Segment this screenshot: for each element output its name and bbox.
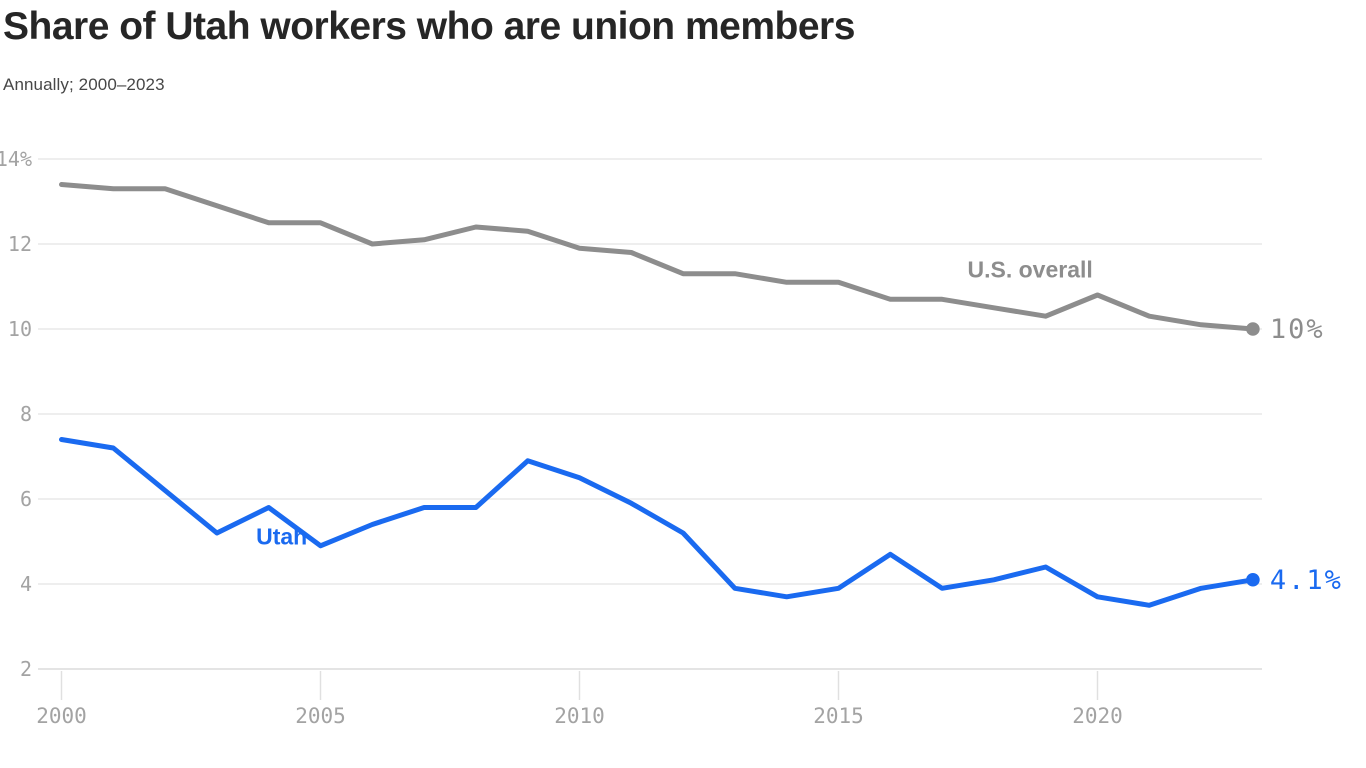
- u-s-overall-series-label: U.S. overall: [968, 257, 1093, 283]
- chart-header: Share of Utah workers who are union memb…: [3, 4, 1203, 95]
- y-tick-label-2: 2: [20, 657, 32, 681]
- x-tick-label-2010: 2010: [554, 704, 605, 728]
- y-tick-label-10: 10: [8, 317, 32, 341]
- u-s-overall-endpoint-dot: [1246, 322, 1260, 336]
- utah-line: [59, 437, 1256, 608]
- utah-endpoint-dot: [1246, 572, 1260, 587]
- utah-end-value-label: 4.1%: [1270, 565, 1343, 596]
- u-s-overall-end-value-label: 10%: [1270, 314, 1325, 345]
- u-s-overall-line: [59, 182, 1256, 332]
- x-tick-label-2015: 2015: [813, 704, 864, 728]
- y-tick-label-8: 8: [20, 402, 32, 426]
- x-tick-label-2020: 2020: [1072, 704, 1123, 728]
- y-tick-label-6: 6: [20, 487, 32, 511]
- utah-series-label: Utah: [256, 523, 307, 549]
- y-tick-label-4: 4: [20, 572, 32, 596]
- y-tick-label-12: 12: [8, 232, 32, 256]
- x-tick-label-2000: 2000: [36, 704, 87, 728]
- chart-title: Share of Utah workers who are union memb…: [3, 5, 855, 48]
- x-tick-label-2005: 2005: [295, 704, 346, 728]
- y-tick-label-14: 14%: [0, 147, 32, 171]
- chart-subtitle: Annually; 2000–2023: [3, 74, 165, 94]
